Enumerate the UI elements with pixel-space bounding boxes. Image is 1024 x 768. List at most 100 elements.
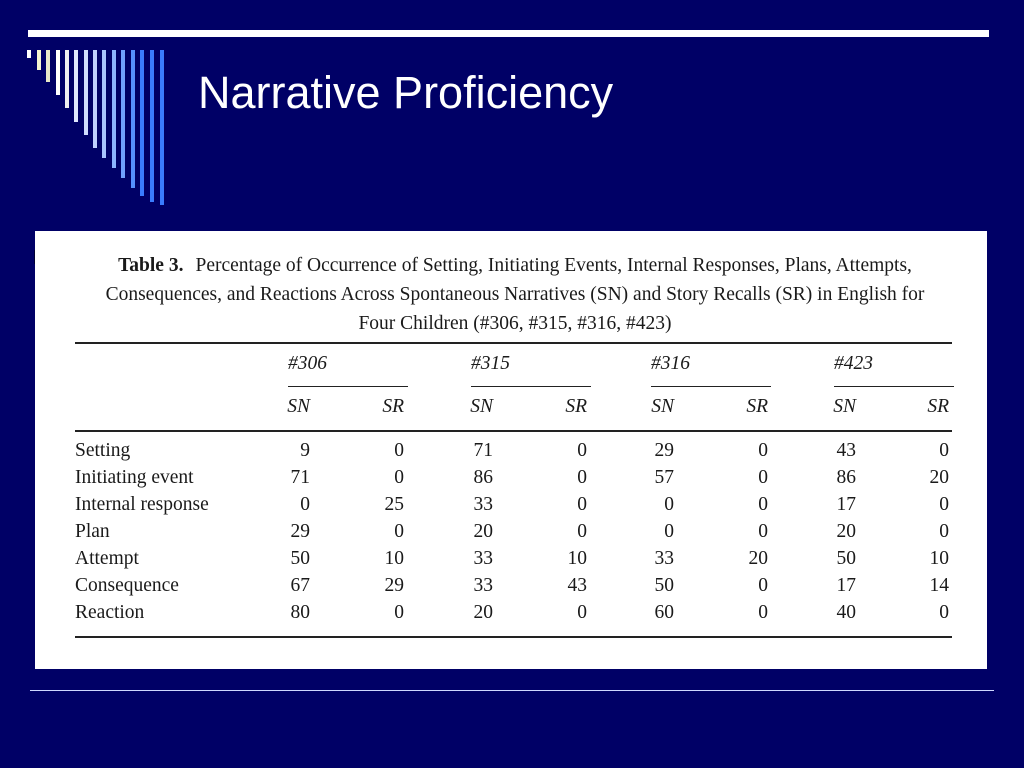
decorative-bar <box>74 50 78 122</box>
table-cell: 29 <box>654 440 675 461</box>
table-bottom-rule <box>75 636 952 638</box>
table-cell: 9 <box>300 440 310 461</box>
table-cell: 0 <box>577 467 587 488</box>
table-cell: 50 <box>836 548 857 569</box>
table-cell: 0 <box>577 440 587 461</box>
slide-title: Narrative Proficiency <box>198 67 614 118</box>
table-label: Table 3. <box>118 255 184 276</box>
decorative-bar <box>37 50 41 70</box>
table-cell: 20 <box>473 602 494 623</box>
table-cell: 50 <box>654 575 675 596</box>
table-cell: 20 <box>836 521 857 542</box>
table-cell: 0 <box>758 440 768 461</box>
table-cell: 0 <box>939 440 949 461</box>
decorative-bars <box>0 0 180 220</box>
table-cell: 0 <box>758 467 768 488</box>
sr-header: SR <box>927 396 949 417</box>
sr-header: SR <box>746 396 768 417</box>
top-rule <box>28 30 989 37</box>
group-header: #316 <box>651 353 690 374</box>
row-label: Setting <box>75 440 131 461</box>
table-cell: 71 <box>473 440 494 461</box>
row-label: Attempt <box>75 548 139 569</box>
table-cell: 10 <box>384 548 405 569</box>
table-cell: 25 <box>384 494 405 515</box>
table-cell: 0 <box>939 602 949 623</box>
table-cell: 0 <box>939 494 949 515</box>
table-cell: 0 <box>939 521 949 542</box>
table-cell: 33 <box>654 548 675 569</box>
table-cell: 29 <box>384 575 405 596</box>
group-underline <box>471 386 591 387</box>
decorative-bar <box>102 50 106 158</box>
table-cell: 43 <box>567 575 588 596</box>
sr-header: SR <box>382 396 404 417</box>
table-cell: 20 <box>748 548 769 569</box>
sn-header: SN <box>651 396 674 417</box>
table-cell: 0 <box>394 602 404 623</box>
group-header: #306 <box>288 353 327 374</box>
table-cell: 0 <box>394 440 404 461</box>
table-cell: 0 <box>758 602 768 623</box>
table-cell: 0 <box>664 494 674 515</box>
group-underline <box>288 386 408 387</box>
table-cell: 0 <box>300 494 310 515</box>
table-cell: 80 <box>290 602 311 623</box>
table-cell: 40 <box>836 602 857 623</box>
bottom-rule <box>30 690 994 691</box>
group-header: #315 <box>471 353 510 374</box>
row-label: Initiating event <box>75 467 194 488</box>
table-cell: 14 <box>929 575 950 596</box>
sn-header: SN <box>833 396 856 417</box>
sn-header: SN <box>470 396 493 417</box>
table-cell: 71 <box>290 467 311 488</box>
decorative-bar <box>140 50 144 196</box>
table-cell: 67 <box>290 575 311 596</box>
table-cell: 50 <box>290 548 311 569</box>
header-rule <box>75 430 952 432</box>
table-cell: 0 <box>394 521 404 542</box>
decorative-bar <box>84 50 88 135</box>
row-label: Internal response <box>75 494 209 515</box>
table-cell: 0 <box>577 602 587 623</box>
table-cell: 20 <box>929 467 950 488</box>
group-underline <box>834 386 954 387</box>
table-cell: 10 <box>567 548 588 569</box>
table-cell: 0 <box>758 494 768 515</box>
table-cell: 0 <box>577 521 587 542</box>
table-cell: 17 <box>836 494 857 515</box>
table-cell: 20 <box>473 521 494 542</box>
table-top-rule <box>75 342 952 344</box>
table-cell: 0 <box>394 467 404 488</box>
decorative-bar <box>46 50 50 82</box>
table-cell: 33 <box>473 575 494 596</box>
decorative-bar <box>131 50 135 188</box>
decorative-bar <box>56 50 60 95</box>
table-panel: Table 3. Percentage of Occurrence of Sett… <box>35 231 987 669</box>
row-label: Consequence <box>75 575 179 596</box>
table-caption: Table 3. Percentage of Occurrence of Sett… <box>85 251 945 338</box>
table-cell: 0 <box>664 521 674 542</box>
group-header: #423 <box>834 353 873 374</box>
table-cell: 33 <box>473 548 494 569</box>
table-cell: 0 <box>577 494 587 515</box>
row-label: Reaction <box>75 602 145 623</box>
table-cell: 57 <box>654 467 675 488</box>
table-cell: 86 <box>836 467 857 488</box>
table-cell: 0 <box>758 521 768 542</box>
decorative-bar <box>65 50 69 108</box>
sr-header: SR <box>565 396 587 417</box>
table-cell: 0 <box>758 575 768 596</box>
table-cell: 60 <box>654 602 675 623</box>
table-cell: 33 <box>473 494 494 515</box>
table-caption-text: Percentage of Occurrence of Setting, Ini… <box>105 255 925 334</box>
table-cell: 43 <box>836 440 857 461</box>
row-label: Plan <box>75 521 110 542</box>
sn-header: SN <box>287 396 310 417</box>
decorative-bar <box>112 50 116 168</box>
table-cell: 29 <box>290 521 311 542</box>
group-underline <box>651 386 771 387</box>
decorative-bar <box>121 50 125 178</box>
decorative-bar <box>150 50 154 202</box>
table-cell: 17 <box>836 575 857 596</box>
